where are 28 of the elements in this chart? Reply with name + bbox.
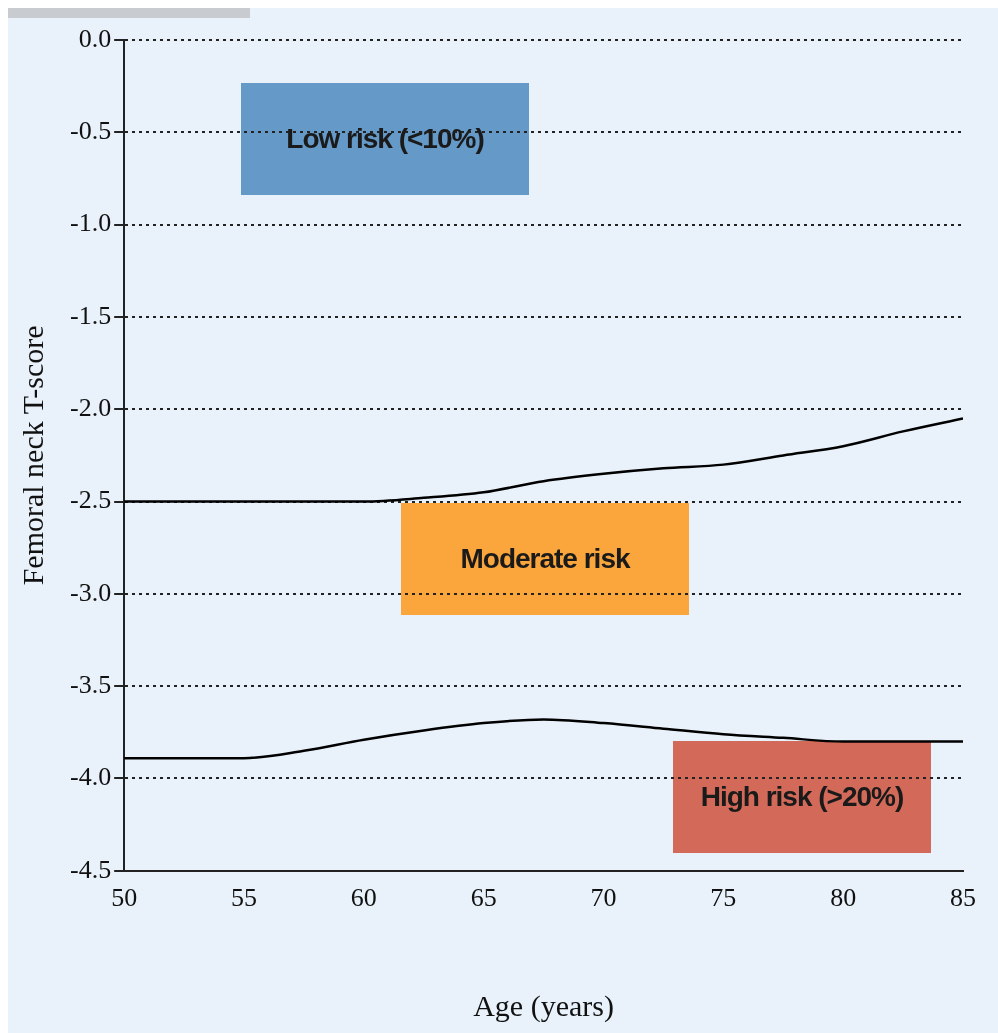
x-tick-label: 65 (470, 883, 497, 913)
y-tick-label: -4.5 (69, 854, 112, 884)
x-tick-label: 50 (111, 883, 138, 913)
line-series (124, 417, 963, 503)
x-tick-label: 55 (230, 883, 257, 913)
annotation: High risk (>20%) (700, 781, 904, 813)
y-tick-label: -4.0 (69, 762, 112, 792)
y-tick-label: -1.0 (69, 208, 112, 238)
y-tick-label: 0.0 (78, 23, 112, 53)
y-tick-label: -3.5 (69, 670, 112, 700)
x-tick-label: 85 (950, 883, 976, 913)
y-tick-label: -2.0 (69, 393, 112, 423)
x-tick-label: 60 (350, 883, 377, 913)
y-tick-label: -0.5 (69, 116, 112, 146)
x-tick-label: 70 (590, 883, 617, 913)
y-tick-label: -1.5 (69, 300, 112, 330)
x-axis-title: Age (years) (473, 988, 614, 1023)
x-tick-label: 75 (710, 883, 737, 913)
line-series (124, 718, 963, 760)
y-tick-label: -2.5 (69, 485, 112, 515)
label-box: Low risk (<10%) (241, 83, 529, 195)
y-tick-label: -3.0 (69, 577, 112, 607)
x-tick-label: 80 (830, 883, 857, 913)
y-axis-title: Femoral neck T-score (15, 325, 49, 586)
annotation: Moderate risk (460, 543, 630, 575)
label-box: High risk (>20%) (673, 741, 931, 853)
annotation: Low risk (<10%) (286, 123, 484, 155)
label-box: Moderate risk (401, 503, 689, 615)
